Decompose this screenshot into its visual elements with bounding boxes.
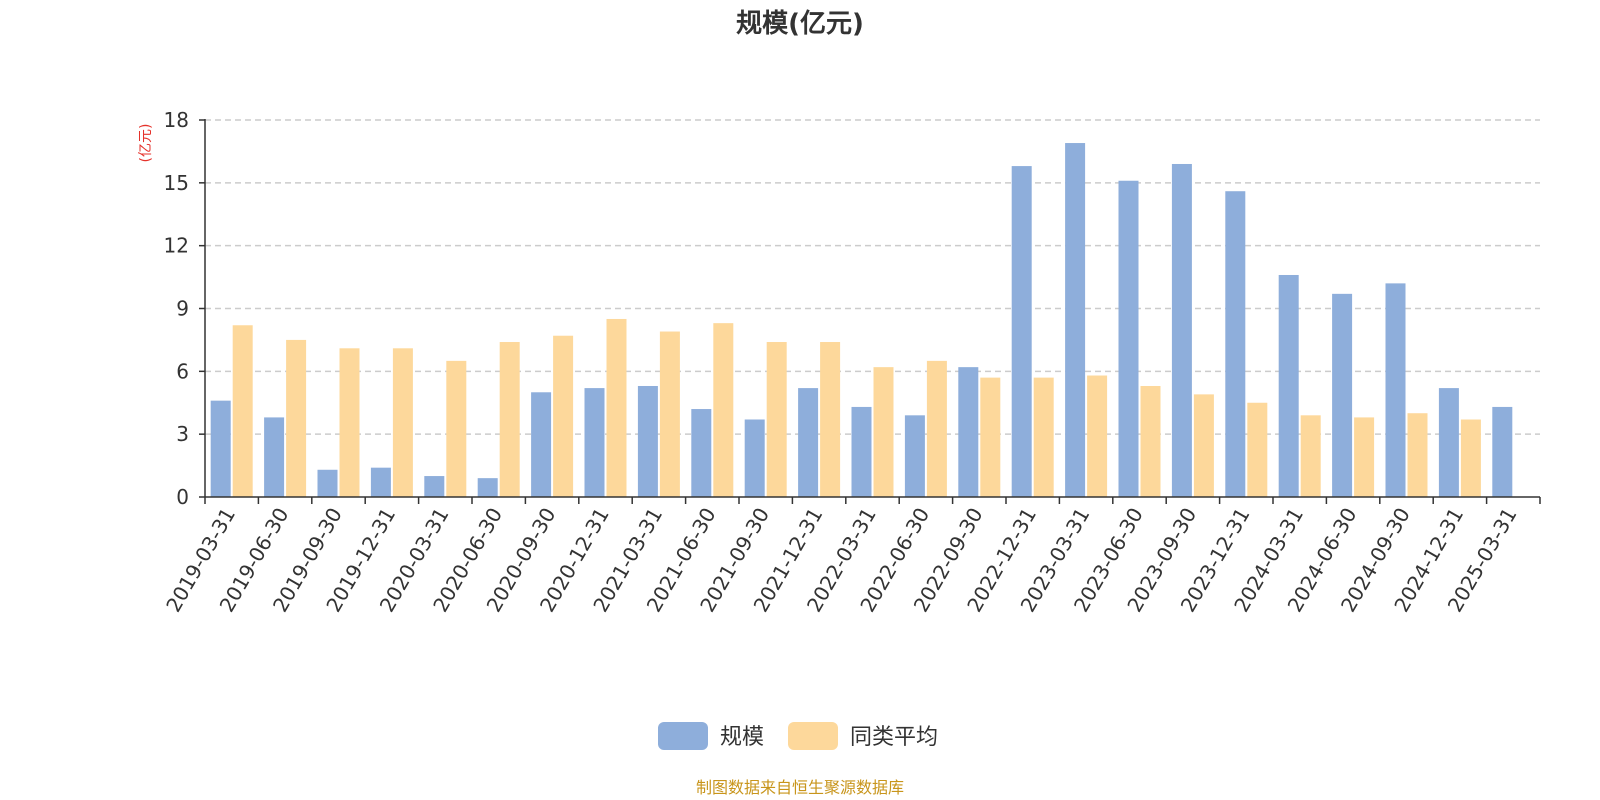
bar-scale[interactable] (370, 467, 391, 497)
y-tick-label: 15 (164, 171, 189, 195)
bar-scale[interactable] (691, 409, 712, 497)
bar-scale[interactable] (477, 478, 498, 497)
legend-swatch-scale (658, 722, 708, 750)
bar-scale[interactable] (531, 392, 552, 497)
bar-scale[interactable] (1385, 283, 1406, 497)
y-tick-label: 12 (164, 234, 189, 258)
bar-peer-average[interactable] (446, 360, 467, 497)
bar-scale[interactable] (317, 469, 338, 497)
bar-peer-average[interactable] (766, 342, 787, 497)
legend: 规模 同类平均 (658, 722, 938, 750)
y-axis-unit-label: (亿元) (138, 124, 154, 163)
legend-label-peer-average: 同类平均 (850, 725, 938, 750)
bar-scale[interactable] (851, 406, 872, 497)
bar-peer-average[interactable] (1407, 413, 1428, 497)
bar-scale[interactable] (1011, 166, 1032, 498)
bar-peer-average[interactable] (392, 348, 413, 497)
bar-peer-average[interactable] (286, 339, 307, 497)
bar-peer-average[interactable] (1300, 415, 1321, 497)
bar-peer-average[interactable] (659, 331, 680, 497)
bar-scale[interactable] (1332, 293, 1353, 497)
bar-scale[interactable] (1278, 274, 1299, 497)
bar-scale[interactable] (1171, 163, 1192, 497)
bar-scale[interactable] (744, 419, 765, 497)
bars (210, 143, 1513, 498)
bar-scale[interactable] (958, 367, 979, 497)
bar-peer-average[interactable] (1087, 375, 1108, 497)
bar-scale[interactable] (637, 385, 658, 497)
bar-peer-average[interactable] (499, 342, 520, 497)
y-tick-label: 18 (164, 108, 189, 132)
bar-peer-average[interactable] (339, 348, 360, 497)
bar-peer-average[interactable] (820, 342, 841, 497)
legend-item-scale[interactable]: 规模 (658, 722, 764, 750)
bar-scale[interactable] (1225, 191, 1246, 497)
y-tick-label: 0 (176, 485, 189, 509)
bar-peer-average[interactable] (1140, 385, 1161, 497)
bar-peer-average[interactable] (1193, 394, 1214, 497)
bar-peer-average[interactable] (553, 335, 574, 497)
y-tick-label: 3 (176, 422, 189, 446)
bar-peer-average[interactable] (232, 325, 253, 497)
bar-peer-average[interactable] (1033, 377, 1054, 497)
bar-scale[interactable] (1438, 388, 1459, 497)
bar-peer-average[interactable] (980, 377, 1001, 497)
legend-item-peer-average[interactable]: 同类平均 (788, 722, 938, 750)
bar-peer-average[interactable] (926, 360, 947, 497)
bar-scale[interactable] (798, 388, 819, 497)
bar-scale[interactable] (1065, 143, 1086, 498)
bar-peer-average[interactable] (1247, 402, 1268, 497)
y-tick-label: 6 (176, 359, 189, 383)
data-source-note: 制图数据来自恒生聚源数据库 (696, 778, 904, 797)
bar-peer-average[interactable] (1460, 419, 1481, 497)
bar-peer-average[interactable] (1354, 417, 1375, 497)
bar-scale[interactable] (1118, 180, 1139, 497)
bar-scale[interactable] (264, 417, 285, 497)
bar-peer-average[interactable] (606, 318, 627, 497)
x-tick-labels: 2019-03-312019-06-302019-09-302019-12-31… (161, 504, 1522, 617)
bar-scale[interactable] (424, 476, 445, 497)
bar-scale[interactable] (210, 400, 231, 497)
bar-peer-average[interactable] (873, 367, 894, 497)
bar-scale[interactable] (584, 388, 605, 497)
bar-scale[interactable] (904, 415, 925, 497)
legend-swatch-peer-average (788, 722, 838, 750)
y-tick-label: 9 (176, 297, 189, 321)
chart-title: 规模(亿元) (736, 9, 864, 39)
bar-scale[interactable] (1492, 406, 1513, 497)
y-tick-labels: 0 3 6 9 12 15 18 (164, 108, 205, 509)
legend-label-scale: 规模 (720, 725, 764, 750)
bar-peer-average[interactable] (713, 323, 734, 497)
